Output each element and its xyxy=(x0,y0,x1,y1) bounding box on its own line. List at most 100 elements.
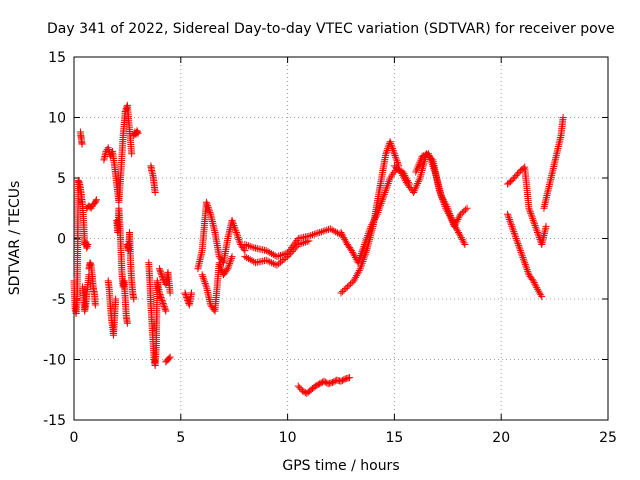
data-point xyxy=(201,279,209,287)
data-point xyxy=(451,221,459,229)
data-point xyxy=(337,289,345,297)
data-point xyxy=(511,173,519,181)
data-point xyxy=(377,201,385,209)
data-point xyxy=(288,247,296,255)
data-point xyxy=(275,260,283,268)
series-segment-low-1 xyxy=(294,374,354,397)
data-point xyxy=(444,206,452,214)
data-point xyxy=(157,292,165,300)
data-point xyxy=(317,228,325,236)
data-point xyxy=(531,280,539,288)
data-point xyxy=(328,378,336,386)
data-point xyxy=(250,244,258,252)
data-point xyxy=(227,256,235,264)
data-point xyxy=(269,251,277,259)
data-point xyxy=(400,175,408,183)
data-point xyxy=(226,258,234,266)
data-point xyxy=(206,209,214,217)
data-point xyxy=(202,198,210,206)
data-point xyxy=(463,204,471,212)
data-point xyxy=(244,255,252,263)
data-point xyxy=(343,283,351,291)
data-point xyxy=(358,261,366,269)
data-point xyxy=(296,384,304,392)
data-point xyxy=(134,128,142,136)
data-point xyxy=(339,232,347,240)
series-segment-early-16 xyxy=(181,289,195,309)
data-point xyxy=(328,226,336,234)
series-segment-peak-2 xyxy=(412,150,471,230)
data-point xyxy=(216,260,224,268)
data-point xyxy=(241,241,249,249)
data-point xyxy=(350,252,358,260)
data-point xyxy=(527,211,535,219)
x-tick-label: 0 xyxy=(70,430,79,446)
data-point xyxy=(165,354,173,362)
data-point xyxy=(386,138,394,146)
data-point xyxy=(268,259,276,267)
data-point xyxy=(392,163,400,171)
series-segment-mid-1 xyxy=(194,198,249,273)
data-point xyxy=(262,256,270,264)
data-point xyxy=(92,196,100,204)
data-point xyxy=(235,237,243,245)
data-point xyxy=(535,287,543,295)
data-point xyxy=(307,231,315,239)
series-segment-early-8 xyxy=(104,277,120,339)
data-point xyxy=(533,227,541,235)
data-point xyxy=(112,295,120,303)
data-point xyxy=(84,241,92,249)
data-point xyxy=(532,223,540,231)
data-point xyxy=(232,228,240,236)
data-point xyxy=(505,215,513,223)
data-point xyxy=(410,187,418,195)
data-point xyxy=(401,177,409,185)
data-point xyxy=(201,278,209,286)
data-point xyxy=(340,286,348,294)
data-point xyxy=(425,152,433,160)
series-segment-early-4 xyxy=(82,238,92,252)
data-point xyxy=(428,159,436,167)
data-point xyxy=(235,235,243,243)
data-point xyxy=(298,239,306,247)
data-point xyxy=(378,198,386,206)
data-point xyxy=(450,222,458,230)
data-point xyxy=(398,170,406,178)
data-point xyxy=(533,284,541,292)
data-point xyxy=(428,161,436,169)
data-point xyxy=(358,259,366,267)
data-point xyxy=(542,222,550,230)
data-point xyxy=(514,170,522,178)
data-point xyxy=(430,166,438,174)
data-point xyxy=(303,238,311,246)
data-point xyxy=(536,289,544,297)
data-point xyxy=(199,274,207,282)
data-point xyxy=(441,199,449,207)
data-point xyxy=(455,214,463,222)
data-point xyxy=(204,202,212,210)
data-point xyxy=(387,139,395,147)
data-point xyxy=(513,236,521,244)
data-point xyxy=(266,258,274,266)
data-point xyxy=(226,260,234,268)
data-point xyxy=(521,259,529,267)
data-point xyxy=(187,289,195,297)
data-point xyxy=(347,280,355,288)
x-tick-label: 5 xyxy=(176,430,185,446)
series-segment-early-5 xyxy=(83,196,100,212)
data-point xyxy=(461,206,469,214)
data-point xyxy=(537,291,545,299)
data-point xyxy=(326,225,334,233)
series-segment-early-10 xyxy=(123,228,138,303)
y-tick-label: 5 xyxy=(57,171,66,187)
data-point xyxy=(287,249,295,257)
data-point xyxy=(411,185,419,193)
data-point xyxy=(311,382,319,390)
data-point xyxy=(349,248,357,256)
data-point xyxy=(508,176,516,184)
data-point xyxy=(452,219,460,227)
data-point xyxy=(382,187,390,195)
data-point xyxy=(426,153,434,161)
data-point xyxy=(264,257,272,265)
data-point xyxy=(87,204,95,212)
